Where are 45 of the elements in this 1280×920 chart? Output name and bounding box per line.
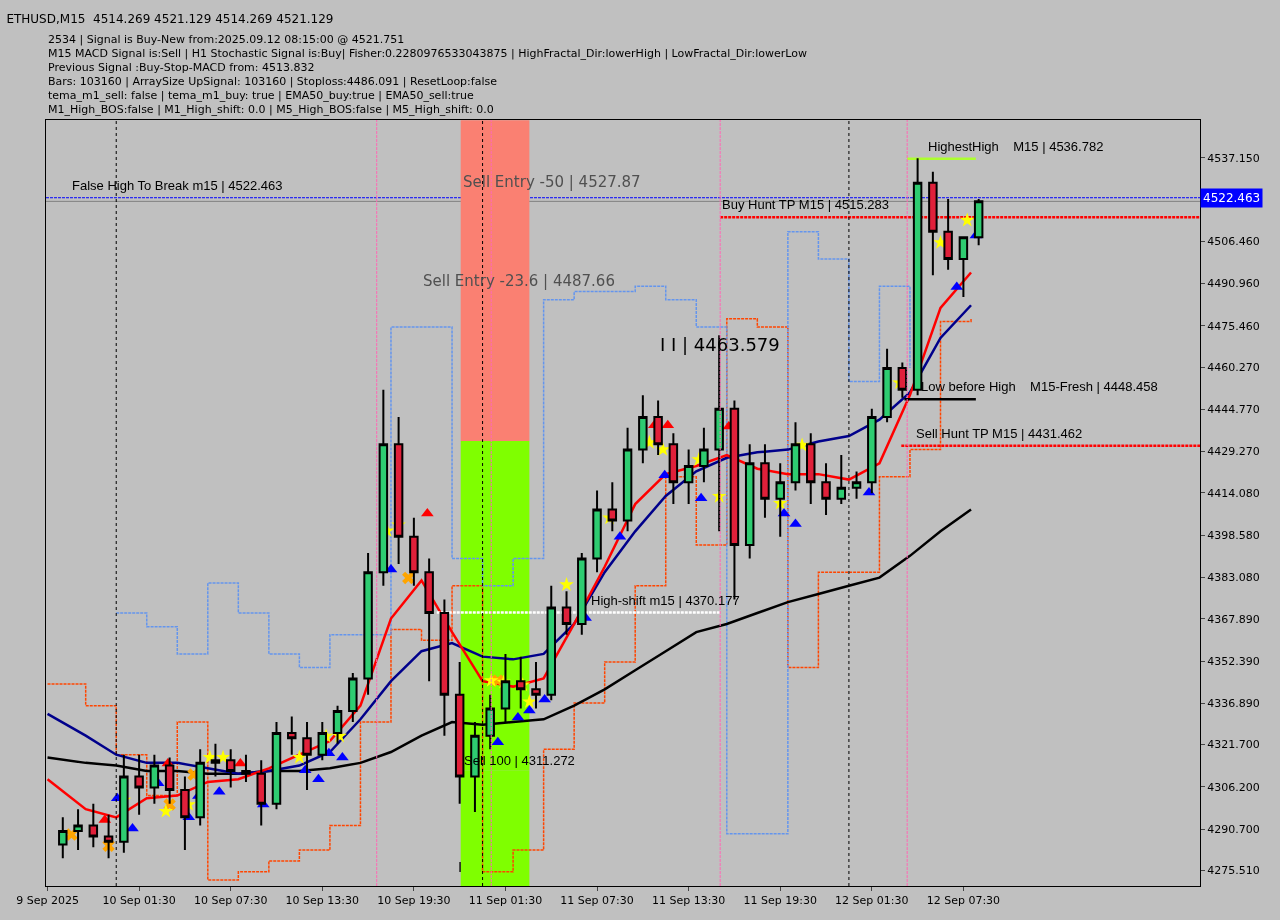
- annotation: I: [458, 859, 463, 875]
- annotation: Buy Hunt TP M15 | 4515.283: [722, 197, 889, 212]
- x-tick-label: 10 Sep 19:30: [377, 894, 451, 908]
- x-tick-label: 11 Sep 19:30: [743, 894, 817, 908]
- y-tick-label: 4398.580: [1207, 529, 1260, 543]
- x-tick-label: 10 Sep 01:30: [102, 894, 176, 908]
- text: tema_m1_sell: false | tema_m1_buy: true | EMA50_buy:true | EMA50_sell:true: [48, 89, 475, 102]
- y-tick-label: 4490.960: [1207, 277, 1260, 291]
- text: M15 MACD Signal is:Sell | H1 Stochastic Signal is:Buy| Fisher:0.2280976533043875 | HighFractal_Dir:lowerHigh | LowFractal_Dir:lowerLow: [48, 47, 808, 60]
- y-tick-label: 4290.700: [1207, 822, 1260, 836]
- y-tick-label: 4414.080: [1207, 486, 1260, 500]
- y-tick-label: 4275.510: [1207, 864, 1260, 878]
- text: Previous Signal :Buy-Stop-MACD from: 4513.832: [48, 61, 315, 74]
- x-tick-label: 10 Sep 07:30: [193, 894, 268, 908]
- y-tick-label: 4336.890: [1207, 697, 1260, 711]
- annotation: High-shift m15 | 4370.177: [591, 593, 740, 608]
- x-tick-label: 9 Sep 2025: [16, 894, 79, 908]
- y-tick-label: 4383.080: [1207, 571, 1260, 585]
- y-tick-label: 4460.270: [1207, 361, 1260, 374]
- y-tick-label: 4306.200: [1207, 780, 1260, 794]
- annotation: Sell Hunt TP M15 | 4431.462: [916, 426, 1083, 441]
- x-tick-label: 11 Sep 13:30: [651, 894, 726, 908]
- y-tick-label: 4321.700: [1207, 738, 1260, 752]
- x-tick-label: 12 Sep 01:30: [835, 894, 909, 908]
- annotation: HighestHigh M15 | 4536.782: [928, 139, 1104, 154]
- x-tick-label: 11 Sep 07:30: [560, 894, 634, 908]
- y-tick-label: 4537.150: [1207, 151, 1260, 165]
- y-tick-label: 4506.460: [1207, 235, 1260, 249]
- ref-line-label: 4522.463: [1203, 191, 1261, 205]
- annotation: Sell Entry -23.6 | 4487.66: [423, 272, 615, 290]
- y-tick-label: 4367.890: [1207, 612, 1260, 626]
- annotation: Sell Entry -50 | 4527.87: [463, 173, 641, 191]
- x-tick-label: 11 Sep 01:30: [468, 894, 543, 908]
- x-tick-label: 10 Sep 13:30: [285, 894, 360, 908]
- annotation: Low before High M15-Fresh | 4448.458: [921, 379, 1158, 394]
- y-tick-label: 4475.460: [1207, 319, 1260, 333]
- chart-title: ETHUSD,M15 4514.269 4521.129 4514.269 4521.129: [6, 12, 334, 27]
- y-tick-label: 4429.270: [1207, 445, 1260, 459]
- y-tick-label: 4444.770: [1207, 403, 1260, 417]
- text: M1_High_BOS:false | M1_High_shift: 0.0 | M5_High_BOS:false | M5_High_shift: 0.0: [48, 103, 494, 116]
- x-tick-label: 12 Sep 07:30: [926, 894, 1001, 908]
- annotation: False High To Break m15 | 4522.463: [72, 178, 283, 193]
- text: 2534 | Signal is Buy-New from:2025.09.12 08:15:00 @ 4521.751: [48, 33, 405, 46]
- y-tick-label: 4352.390: [1207, 654, 1260, 668]
- text: Bars: 103160 | ArraySize UpSignal: 103160 | Stoploss:4486.091 | ResetLoop:false: [48, 75, 498, 88]
